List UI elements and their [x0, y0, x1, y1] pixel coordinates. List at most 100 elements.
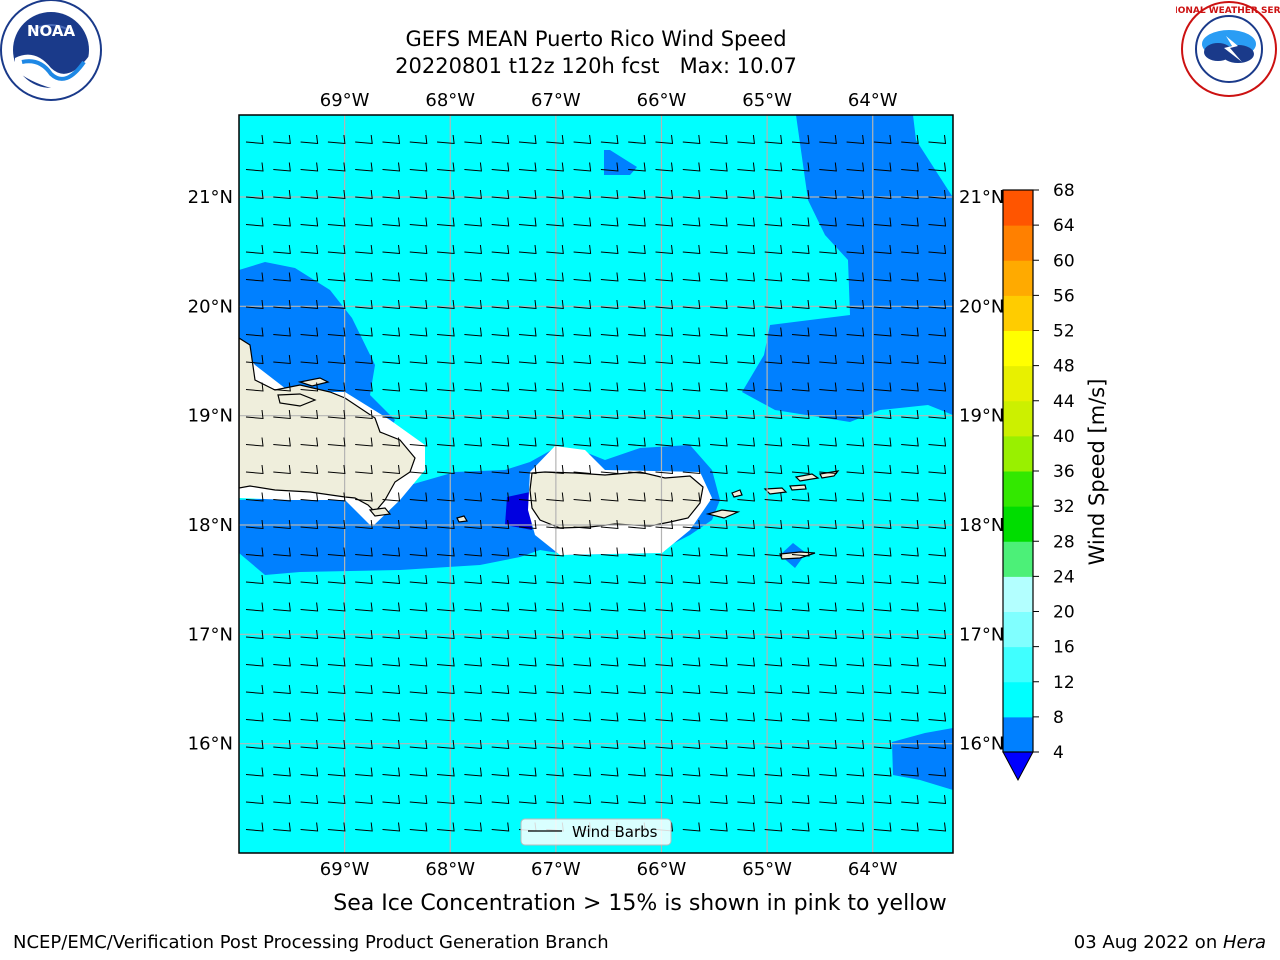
lat-label-left: 17°N [188, 624, 233, 645]
wind-barb [600, 739, 619, 750]
wind-barb [546, 519, 564, 530]
wind-barb [901, 354, 919, 365]
wind-barb [819, 657, 837, 667]
wind-barb [518, 464, 537, 475]
wind-barb [546, 409, 564, 420]
wind-barb [628, 409, 646, 420]
wind-barb [928, 684, 947, 695]
wind-barb [737, 602, 755, 612]
puerto-rico-landmass [529, 471, 704, 529]
wind-barb [437, 547, 455, 557]
wind-barb [409, 712, 428, 722]
wind-barb [819, 794, 837, 805]
wind-barb [655, 354, 674, 365]
wind-barb [355, 464, 373, 475]
wind-barb [437, 217, 455, 227]
wind-barb [355, 547, 373, 557]
lon-label-bottom: 64°W [848, 859, 898, 880]
wind-barb [764, 739, 783, 750]
lon-label-top: 68°W [425, 90, 475, 111]
wind-barb [245, 244, 264, 255]
wind-barb [873, 299, 892, 310]
wind-barb [600, 767, 619, 777]
wind-barb [928, 134, 947, 145]
wind-barb [245, 299, 264, 310]
wind-barb [245, 409, 264, 420]
wind-barb [600, 299, 619, 310]
wind-barb [901, 189, 919, 200]
wind-barb [655, 574, 674, 585]
wind-barb [273, 574, 291, 585]
wind-barb [655, 217, 674, 227]
wind-barb [464, 602, 482, 612]
wind-barb [300, 437, 319, 447]
wind-barb [819, 822, 837, 832]
wind-barb [327, 437, 346, 447]
wind-barb [546, 767, 564, 777]
wind-barb [846, 464, 865, 475]
lat-label-right: 19°N [959, 406, 1004, 427]
wind-barb [928, 574, 947, 585]
wind-barb [846, 162, 865, 172]
wind-barb [873, 134, 892, 145]
wind-barb [573, 794, 592, 805]
wind-barb [518, 574, 537, 585]
wind-barb [327, 464, 346, 475]
wind-barb [437, 189, 455, 200]
wind-barbs [245, 134, 947, 832]
wind-barb [928, 739, 947, 750]
colorbar-segment [1003, 716, 1033, 753]
wind-barb [300, 492, 319, 502]
culebra-island [731, 489, 743, 498]
wind-barb [518, 547, 537, 557]
wind-barb [846, 272, 865, 282]
wind-barb [437, 794, 455, 805]
wind-barb [518, 244, 537, 255]
wind-barb [901, 684, 919, 695]
colorbar-tick-label: 48 [1053, 357, 1075, 377]
wind-barb [655, 244, 674, 255]
vieques-island [705, 509, 741, 519]
wind-barb [819, 767, 837, 777]
wind-barb [464, 657, 482, 667]
wind-barb [655, 437, 674, 447]
wind-barb [409, 409, 428, 420]
wind-barb [437, 602, 455, 612]
wind-barb [791, 382, 810, 392]
colorbar-tick-label: 20 [1053, 603, 1075, 623]
lat-label-right: 17°N [959, 624, 1004, 645]
wind-barb [273, 822, 291, 832]
wind-barb [355, 327, 373, 337]
wind-barb [791, 629, 810, 640]
wind-barb [518, 189, 537, 200]
wind-barb [518, 794, 537, 805]
wind-barb [846, 602, 865, 612]
wind-barb [546, 217, 564, 227]
wind-barb [327, 354, 346, 365]
wind-barb [791, 354, 810, 365]
wind-barb [710, 299, 728, 310]
wind-barb [464, 437, 482, 447]
colorbar-tick-label: 60 [1053, 251, 1075, 271]
wind-barb [245, 217, 264, 227]
nws-logo-text: NATIONAL WEATHER SERVICE [1176, 6, 1280, 16]
wind-barb [846, 492, 865, 502]
wind-barb [546, 189, 564, 200]
wind-barb [764, 822, 783, 832]
wind-barb [901, 519, 919, 530]
wind-barb [901, 272, 919, 282]
colorbar-segment [1003, 400, 1033, 437]
wind-barb [409, 382, 428, 392]
colorbar-tick-label: 52 [1053, 322, 1075, 342]
wind-barb [546, 382, 564, 392]
tortola-island [794, 473, 820, 482]
wind-barb [819, 519, 837, 530]
colorbar-segment [1003, 295, 1033, 331]
wind-barb [546, 492, 564, 502]
wind-barb [628, 299, 646, 310]
wind-barb [628, 712, 646, 722]
wind-barb [737, 134, 755, 145]
wind-barb [245, 354, 264, 365]
colorbar-label: Wind Speed [m/s] [1085, 378, 1109, 566]
wind-barb [491, 244, 510, 255]
